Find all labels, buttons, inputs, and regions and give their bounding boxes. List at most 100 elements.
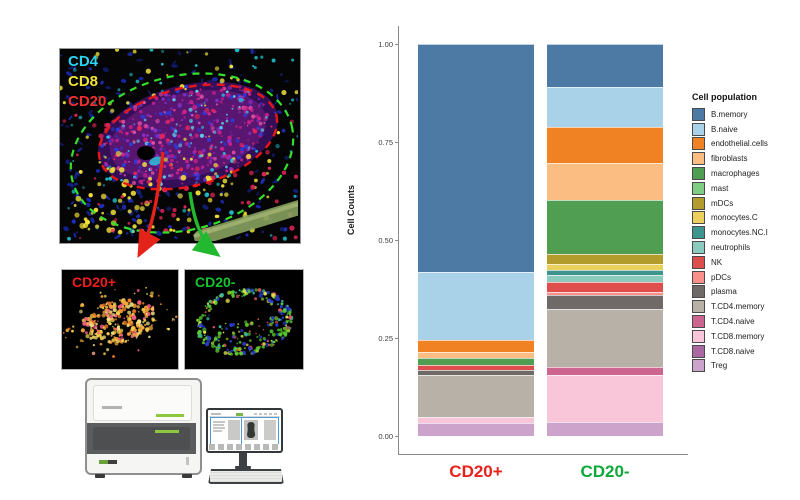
legend-swatch <box>692 211 705 225</box>
microscopy-image <box>0 2 306 324</box>
legend-label: fibroblasts <box>711 154 748 164</box>
y-tick-label: 1.00 <box>378 39 393 49</box>
bar-segment-monocytes-nc-i <box>547 270 663 276</box>
cd20neg-render <box>185 270 303 369</box>
scanner-top-panel <box>93 385 192 421</box>
legend-label: monocytes.C <box>711 213 758 223</box>
legend-item-b-memory: B.memory <box>692 107 797 122</box>
legend-swatch <box>692 285 705 299</box>
legend-label: B.memory <box>711 109 748 119</box>
legend-swatch <box>692 167 705 181</box>
workstation <box>206 408 284 486</box>
legend-item-fibroblasts: fibroblasts <box>692 151 797 166</box>
bar-segment-nk <box>418 365 534 370</box>
microscopy-render <box>0 2 306 324</box>
info-text-line <box>213 430 222 432</box>
legend-label: T.CD4.naive <box>711 317 755 327</box>
legend-item-t-cd8-memory: T.CD8.memory <box>692 329 797 344</box>
legend-swatch <box>692 196 705 210</box>
legend-label: T.CD8.memory <box>711 331 765 341</box>
legend-label: T.CD4.memory <box>711 302 765 312</box>
legend-item-endothelial-cells: endothelial.cells <box>692 137 797 152</box>
stacked-bar-cd20 <box>418 44 534 436</box>
legend-item-macrophages: macrophages <box>692 166 797 181</box>
bar-segment-b-memory <box>418 44 534 273</box>
legend-swatch <box>692 226 705 240</box>
legend-label: plasma <box>711 287 737 297</box>
subimage-cd20neg: CD20- <box>184 269 304 370</box>
software-green-button <box>236 412 243 416</box>
y-tick-label: 0.25 <box>378 333 393 343</box>
scanner-instrument <box>85 378 202 478</box>
legend-swatch <box>692 181 705 195</box>
cd20pos-render <box>62 270 178 369</box>
legend-label: pDCs <box>711 272 732 282</box>
x-category-cd20neg: CD20- <box>580 462 630 481</box>
legend-item-t-cd4-memory: T.CD4.memory <box>692 299 797 314</box>
y-tick-label: 0.50 <box>378 235 393 245</box>
y-tick-mark <box>395 338 398 339</box>
thumbnail-strip <box>209 444 280 450</box>
legend-swatch <box>692 300 705 314</box>
monitor-stand <box>239 453 247 468</box>
bar-segment-nk <box>547 282 663 293</box>
legend: Cell population B.memory B.naive endotheli… <box>692 92 797 373</box>
bar-segment-t-cd8-memory <box>418 417 534 424</box>
legend-item-monocytes-c: monocytes.C <box>692 211 797 226</box>
bar-segment-macrophages <box>547 200 663 255</box>
legend-item-t-cd4-naive: T.CD4.naive <box>692 314 797 329</box>
legend-item-treg: Treg <box>692 359 797 374</box>
legend-label: Treg <box>711 361 728 371</box>
viewer-slide-panel <box>242 418 278 444</box>
legend-swatch <box>692 137 705 151</box>
bar-segment-monocytes-c <box>547 264 663 271</box>
y-tick-mark <box>395 436 398 437</box>
legend-items: B.memory B.naive endothelial.cells fibrobla… <box>692 107 797 373</box>
legend-label: B.naive <box>711 124 738 134</box>
x-axis-line <box>398 454 688 455</box>
legend-title: Cell population <box>692 92 757 102</box>
channel-labels: CD4 CD8 CD20 <box>68 52 128 112</box>
legend-label: mast <box>711 183 729 193</box>
software-viewer <box>210 417 279 445</box>
bar-segment-mdcs <box>547 254 663 265</box>
bar-segment-t-cd8-memory <box>547 375 663 423</box>
subimage-cd20pos: CD20+ <box>61 269 179 370</box>
legend-swatch <box>692 270 705 284</box>
info-text-line <box>213 421 225 423</box>
legend-item-pdcs: pDCs <box>692 270 797 285</box>
legend-item-t-cd8-naive: T.CD8.naive <box>692 344 797 359</box>
scanner-foot-left <box>95 474 105 478</box>
bar-segment-macrophages <box>418 358 534 366</box>
bar-segment-t-cd4-memory <box>418 375 534 418</box>
legend-swatch <box>692 255 705 269</box>
bar-segment-b-naive <box>418 272 534 340</box>
legend-swatch <box>692 329 705 343</box>
scanner-slot <box>186 457 189 465</box>
channel-label-cd8: CD8 <box>68 73 99 90</box>
monitor-screen <box>206 408 283 453</box>
bar-segment-t-cd4-naive <box>547 367 663 376</box>
scanner-badge-dark <box>108 460 117 464</box>
legend-label: endothelial.cells <box>711 139 768 149</box>
scanner-tray-stripe <box>155 430 179 433</box>
slide-image <box>244 420 258 440</box>
scanner-badge-green <box>99 460 108 464</box>
legend-item-mdcs: mDCs <box>692 196 797 211</box>
legend-swatch <box>692 241 705 255</box>
legend-swatch <box>692 315 705 329</box>
bar-segment-b-memory <box>547 44 663 88</box>
y-tick-mark <box>395 44 398 45</box>
legend-swatch <box>692 107 705 121</box>
software-titlebar <box>209 411 280 417</box>
x-category-cd20pos: CD20+ <box>449 462 503 481</box>
y-tick-label: 0.75 <box>378 137 393 147</box>
legend-item-mast: mast <box>692 181 797 196</box>
bar-segment-treg <box>547 422 663 436</box>
legend-label: neutrophils <box>711 243 751 253</box>
legend-item-plasma: plasma <box>692 285 797 300</box>
bar-segment-fibroblasts <box>418 351 534 359</box>
legend-label: NK <box>711 257 723 267</box>
viewer-thumbnail <box>227 420 240 440</box>
